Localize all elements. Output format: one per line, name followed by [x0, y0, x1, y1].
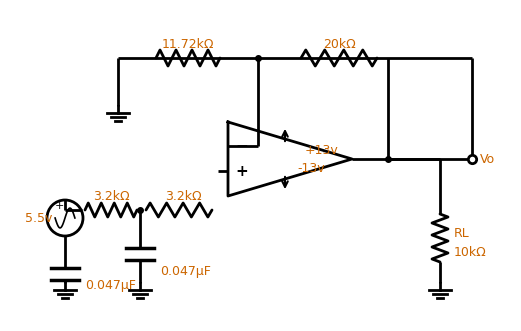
Text: +: + — [235, 164, 249, 178]
Text: +13v: +13v — [305, 144, 339, 157]
Text: 20kΩ: 20kΩ — [322, 37, 355, 51]
Text: +: + — [54, 201, 64, 211]
Text: 3.2kΩ: 3.2kΩ — [165, 190, 201, 203]
Text: −: − — [235, 138, 249, 154]
Text: 10kΩ: 10kΩ — [454, 247, 487, 260]
Text: 0.047μF: 0.047μF — [85, 279, 136, 293]
Text: -13v: -13v — [297, 162, 325, 174]
Text: 0.047μF: 0.047μF — [160, 265, 211, 278]
Text: 11.72kΩ: 11.72kΩ — [162, 37, 214, 51]
Text: 5.5v: 5.5v — [26, 212, 53, 224]
Text: 3.2kΩ: 3.2kΩ — [93, 190, 129, 203]
Text: RL: RL — [454, 226, 470, 240]
Text: Vo: Vo — [480, 153, 495, 166]
